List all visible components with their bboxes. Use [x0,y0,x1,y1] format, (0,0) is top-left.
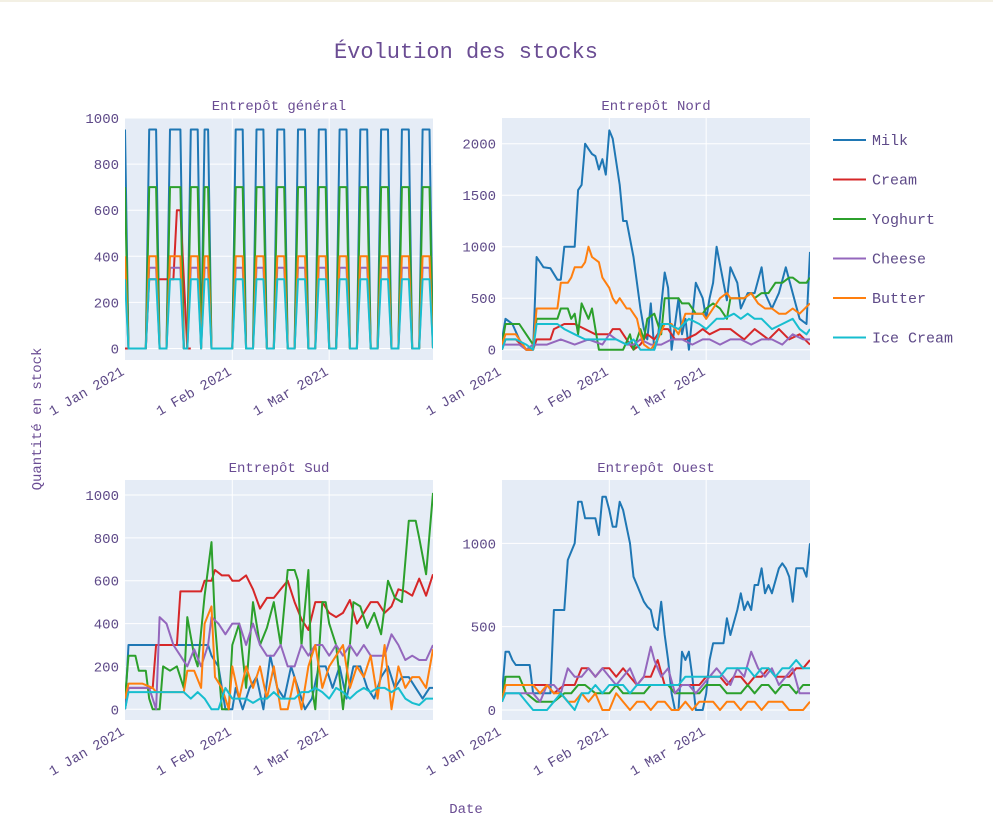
legend-label: Cheese [872,252,926,269]
subplot-panel: Entrepôt Sud 0 200 400 600 800 1000 1 Jan 2021 1… [47,461,433,780]
top-border [0,0,993,2]
series-line-yoghurt [125,492,433,711]
y-tick-label: 500 [471,292,496,308]
x-tick-label: 1 Feb 2021 [154,724,235,780]
x-tick-label: 1 Feb 2021 [531,724,612,780]
y-tick-label: 600 [94,204,119,220]
subplot-title: Entrepôt Nord [601,99,710,115]
legend-label: Ice Cream [872,331,953,348]
legend-label: Butter [872,291,926,308]
y-tick-label: 0 [111,703,119,719]
y-tick-label: 400 [94,250,119,266]
subplot-title: Entrepôt Ouest [597,461,715,477]
x-tick-label: 1 Feb 2021 [154,364,235,420]
legend-item-milk[interactable]: Milk [833,133,908,150]
series-line-butter [125,605,433,711]
x-tick-label: 1 Feb 2021 [531,364,612,420]
subplot-title: Entrepôt général [212,99,346,115]
y-tick-label: 1000 [85,112,119,128]
series-line-cheese [502,645,810,703]
legend-label: Milk [872,133,908,150]
y-tick-label: 800 [94,532,119,548]
x-tick-label: 1 Mar 2021 [628,724,709,780]
subplot-panel: Entrepôt Ouest 0 500 1000 1 Jan 2021 1 Feb 20… [424,461,810,780]
x-tick-label: 1 Mar 2021 [628,364,709,420]
y-axis-title: Quantité en stock [30,348,46,491]
series-line-cream [502,323,810,351]
legend-label: Yoghurt [872,212,935,229]
legend-item-cream[interactable]: Cream [833,173,917,190]
x-axis-title: Date [449,802,483,818]
legend-label: Cream [872,173,917,190]
legend-item-butter[interactable]: Butter [833,291,926,308]
x-tick-label: 1 Jan 2021 [424,724,505,780]
legend-item-ice-cream[interactable]: Ice Cream [833,331,953,348]
y-tick-label: 500 [471,621,496,637]
subplot-panels: Entrepôt général 0 200 400 600 800 1000 1 Jan 2… [47,99,810,780]
y-tick-label: 1000 [85,489,119,505]
subplot-title: Entrepôt Sud [229,461,330,477]
y-tick-label: 1000 [462,241,496,257]
y-tick-label: 400 [94,618,119,634]
subplot-panel: Entrepôt Nord 0 500 1000 1500 2000 1 Jan 2021 1… [424,99,810,420]
x-tick-label: 1 Mar 2021 [251,364,332,420]
series-line-ice-cream [502,659,810,711]
series-line-ice-cream [125,686,433,711]
legend-item-cheese[interactable]: Cheese [833,252,926,269]
x-tick-label: 1 Mar 2021 [251,724,332,780]
series-line-ice-cream [502,312,810,351]
series-line-milk [502,495,810,711]
x-tick-label: 1 Jan 2021 [47,724,128,780]
y-tick-label: 0 [488,344,496,360]
series-line-ice-cream [125,278,433,350]
series-line-milk [502,129,810,351]
y-tick-label: 600 [94,575,119,591]
y-tick-label: 800 [94,158,119,174]
series-line-cheese [125,616,433,711]
legend-item-yoghurt[interactable]: Yoghurt [833,212,935,229]
chart-title: Évolution des stocks [334,39,598,65]
plot-area [502,480,810,720]
y-tick-label: 200 [94,296,119,312]
subplot-panel: Entrepôt général 0 200 400 600 800 1000 1 Jan 2… [47,99,433,420]
plot-area [125,480,433,720]
x-tick-label: 1 Jan 2021 [47,364,128,420]
y-tick-label: 1500 [462,189,496,205]
y-tick-label: 2000 [462,138,496,154]
series-line-butter [502,245,810,351]
series-line-yoghurt [502,675,810,703]
y-tick-label: 0 [111,342,119,358]
series-line-cream [125,569,433,710]
legend[interactable]: Milk Cream Yoghurt Cheese Butter Ice Cream [833,133,953,348]
y-tick-label: 200 [94,660,119,676]
x-tick-label: 1 Jan 2021 [424,364,505,420]
y-tick-label: 0 [488,704,496,720]
plot-area [125,118,433,360]
y-tick-label: 1000 [462,537,496,553]
